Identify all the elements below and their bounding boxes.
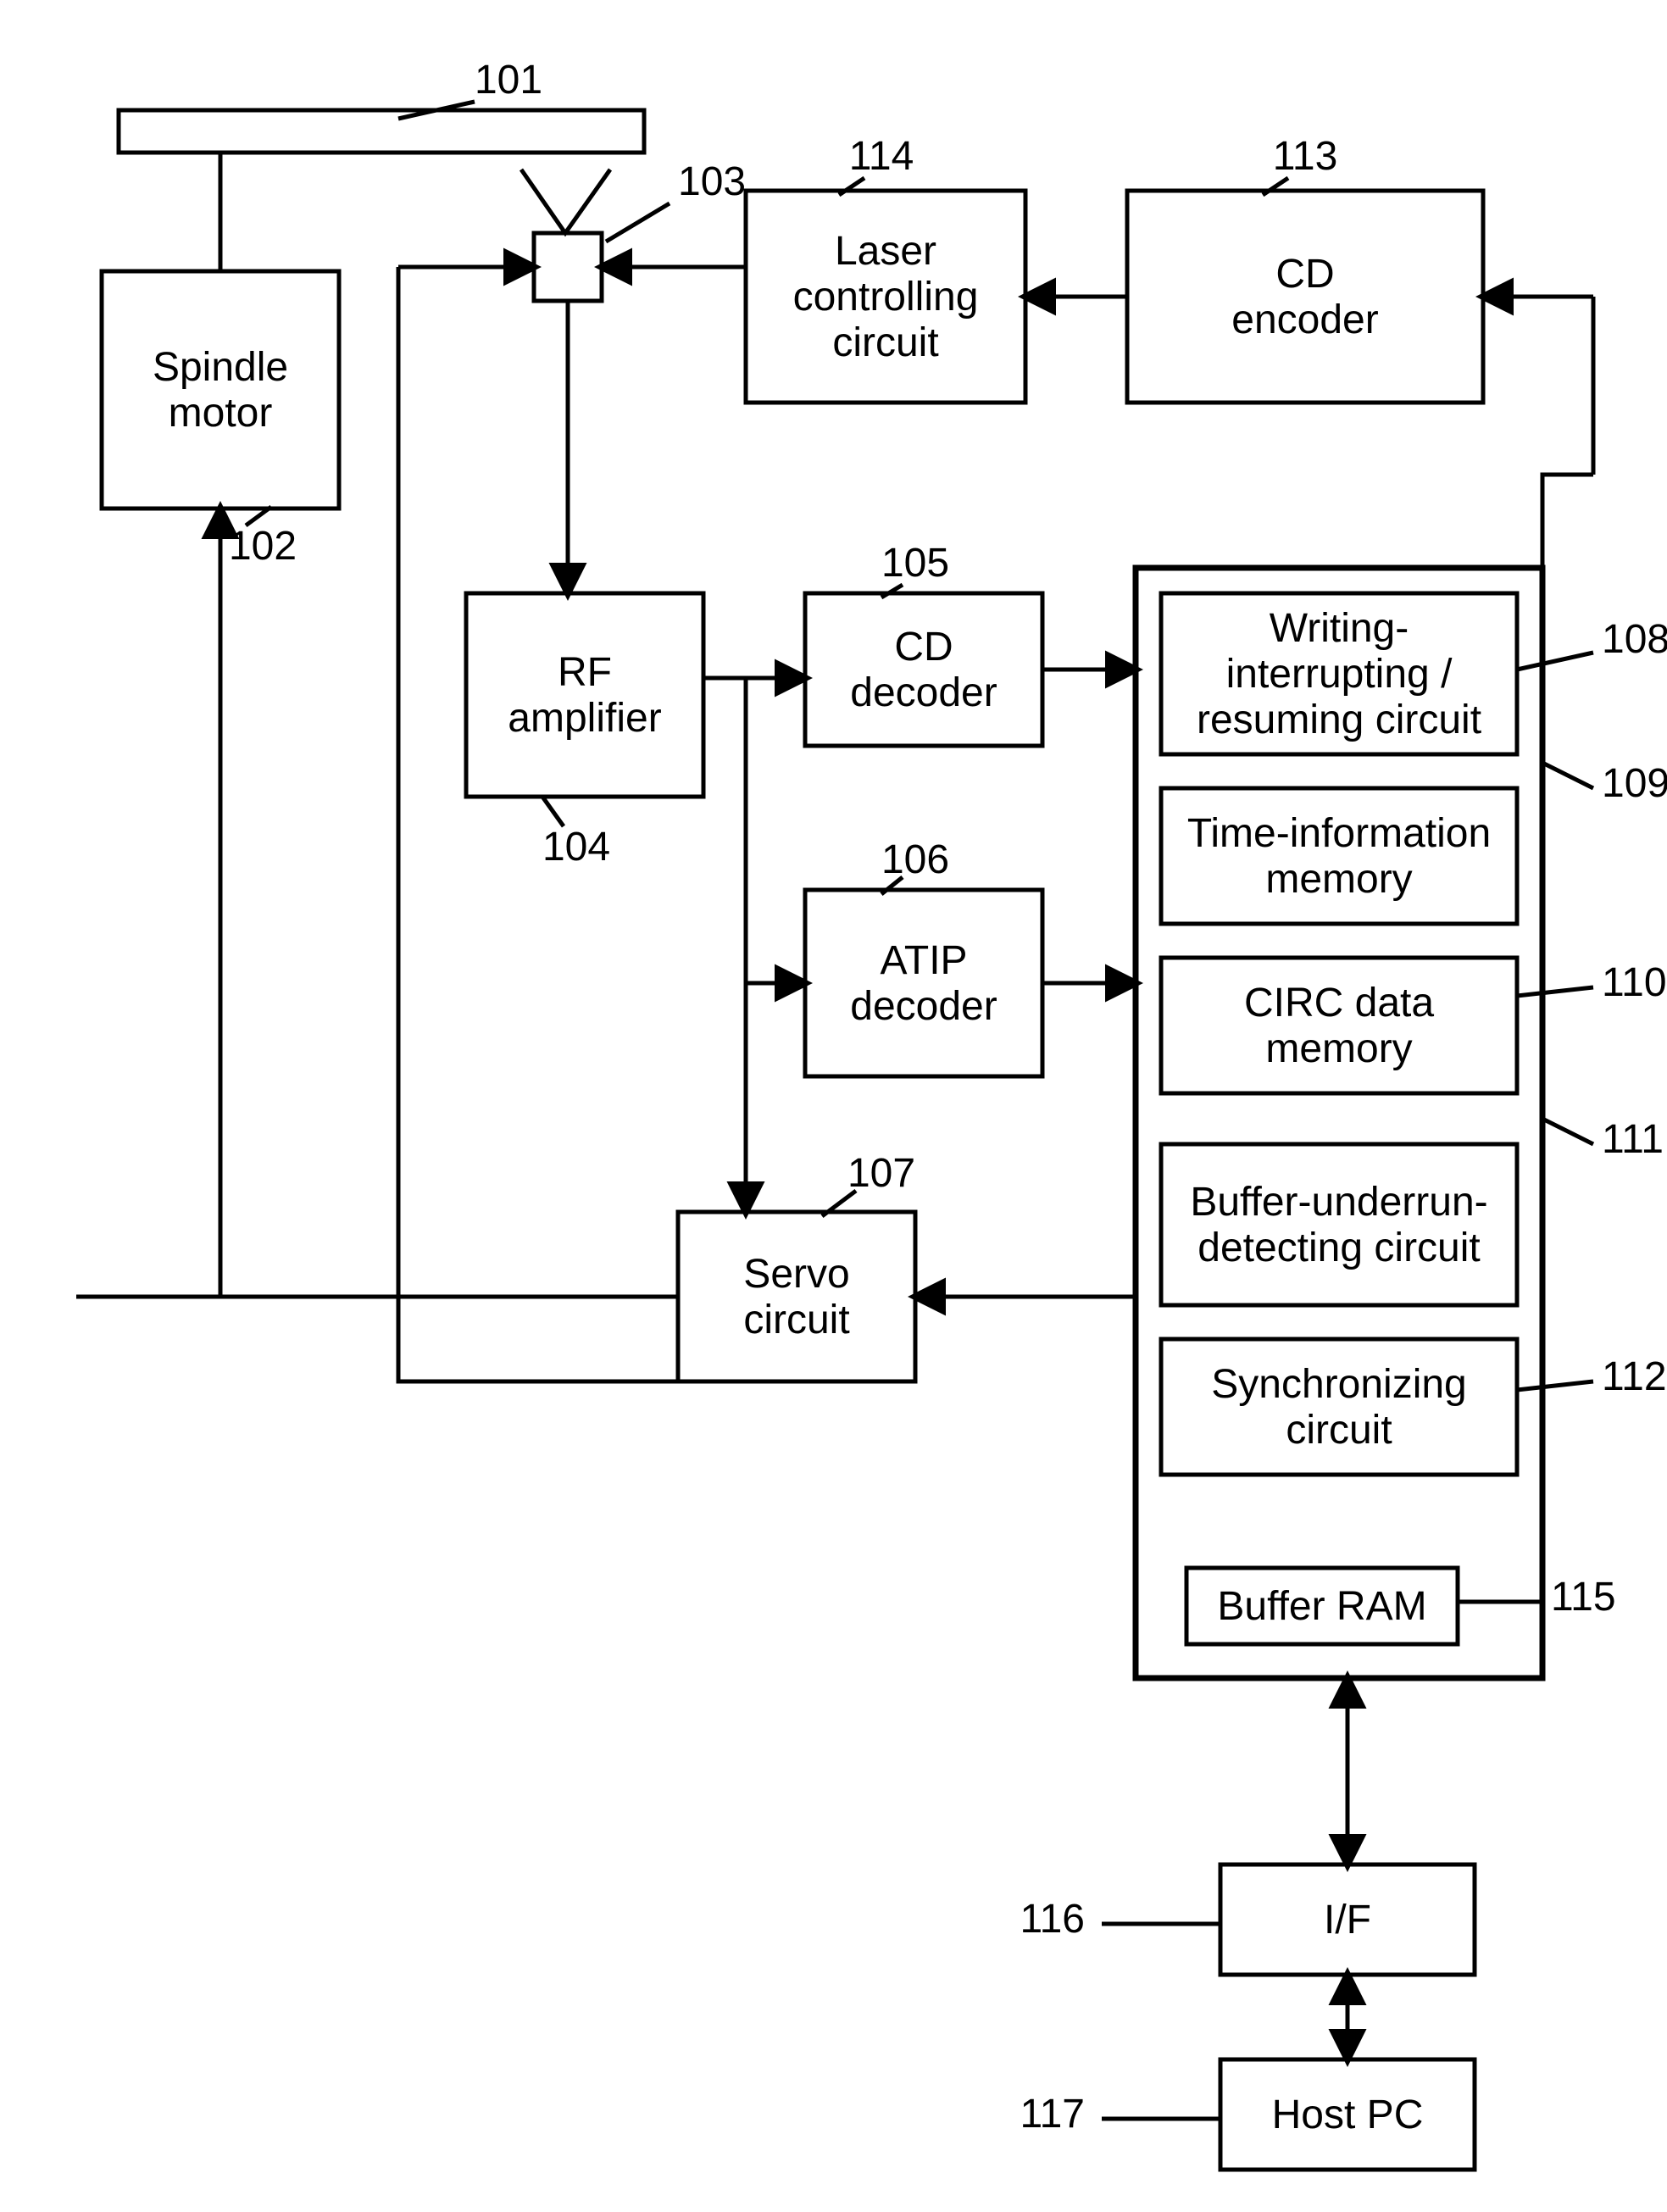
block-circ bbox=[1161, 958, 1517, 1093]
svg-text:circuit: circuit bbox=[832, 320, 938, 365]
ref-n109: 109 bbox=[1602, 761, 1667, 806]
ref-n117: 117 bbox=[1020, 2092, 1085, 2137]
ref-n115: 115 bbox=[1551, 1575, 1616, 1620]
svg-text:Buffer RAM: Buffer RAM bbox=[1217, 1584, 1426, 1629]
block-cdenc bbox=[1127, 191, 1483, 403]
ref-n106: 106 bbox=[881, 837, 949, 882]
svg-text:detecting circuit: detecting circuit bbox=[1197, 1225, 1481, 1270]
svg-text:memory: memory bbox=[1265, 857, 1412, 902]
ref-n116: 116 bbox=[1020, 1897, 1085, 1942]
block-sync bbox=[1161, 1339, 1517, 1475]
svg-text:decoder: decoder bbox=[850, 984, 997, 1029]
ref-n101: 101 bbox=[475, 58, 542, 103]
ref-n104: 104 bbox=[542, 825, 610, 870]
ref-n110: 110 bbox=[1602, 960, 1667, 1005]
svg-text:interrupting /: interrupting / bbox=[1226, 652, 1453, 697]
ref-n114: 114 bbox=[849, 134, 914, 179]
pickup-prism bbox=[521, 170, 610, 233]
ref-n102: 102 bbox=[229, 524, 297, 569]
svg-text:Synchronizing: Synchronizing bbox=[1211, 1362, 1467, 1407]
svg-text:amplifier: amplifier bbox=[508, 696, 661, 741]
svg-text:Time-information: Time-information bbox=[1187, 811, 1491, 856]
svg-text:ATIP: ATIP bbox=[880, 938, 967, 983]
block-spindle bbox=[102, 271, 339, 509]
ref-n112: 112 bbox=[1602, 1354, 1667, 1399]
ref-n103: 103 bbox=[678, 159, 746, 204]
ref-n105: 105 bbox=[881, 541, 949, 586]
svg-text:I/F: I/F bbox=[1324, 1898, 1371, 1942]
svg-text:circuit: circuit bbox=[1286, 1408, 1392, 1453]
svg-text:Spindle: Spindle bbox=[153, 345, 288, 390]
block-cddec bbox=[805, 593, 1042, 746]
block-servo bbox=[678, 1212, 915, 1381]
svg-text:CD: CD bbox=[894, 625, 953, 670]
svg-text:encoder: encoder bbox=[1231, 297, 1378, 342]
ref-n108: 108 bbox=[1602, 617, 1667, 662]
block-bufund bbox=[1161, 1144, 1517, 1305]
svg-text:motor: motor bbox=[169, 391, 273, 436]
pickup-103 bbox=[534, 233, 602, 301]
svg-text:memory: memory bbox=[1265, 1026, 1412, 1071]
svg-text:RF: RF bbox=[558, 650, 612, 695]
svg-text:CD: CD bbox=[1275, 252, 1334, 297]
svg-text:Writing-: Writing- bbox=[1270, 606, 1409, 651]
svg-text:Host PC: Host PC bbox=[1272, 2093, 1424, 2137]
svg-text:Servo: Servo bbox=[743, 1252, 849, 1297]
svg-text:controlling: controlling bbox=[793, 275, 979, 320]
block-atip bbox=[805, 890, 1042, 1076]
svg-text:resuming circuit: resuming circuit bbox=[1197, 698, 1481, 742]
svg-text:Laser: Laser bbox=[835, 229, 936, 274]
svg-text:decoder: decoder bbox=[850, 670, 997, 715]
ref-n113: 113 bbox=[1273, 134, 1338, 179]
block-timeinfo bbox=[1161, 788, 1517, 924]
disc-101 bbox=[119, 110, 644, 153]
svg-text:circuit: circuit bbox=[743, 1298, 849, 1342]
block-diagram: SpindlemotorRFamplifierCDdecoderATIPdeco… bbox=[0, 0, 1667, 2212]
svg-text:CIRC data: CIRC data bbox=[1244, 981, 1434, 1025]
svg-text:Buffer-underrun-: Buffer-underrun- bbox=[1190, 1180, 1487, 1225]
ref-n111: 111 bbox=[1602, 1117, 1664, 1162]
block-rf bbox=[466, 593, 703, 797]
ref-n107: 107 bbox=[847, 1151, 915, 1196]
